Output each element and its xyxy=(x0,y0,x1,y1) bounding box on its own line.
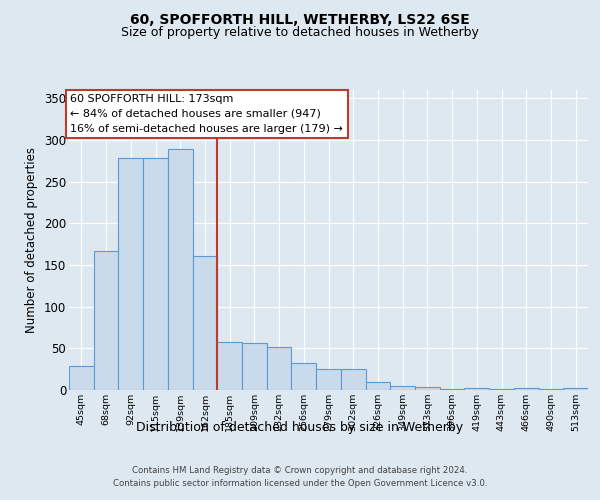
Bar xyxy=(316,369,341,390)
Bar xyxy=(242,342,267,390)
Bar xyxy=(539,389,563,390)
Text: Distribution of detached houses by size in Wetherby: Distribution of detached houses by size … xyxy=(136,421,464,434)
Bar xyxy=(563,388,588,390)
Bar xyxy=(415,386,440,390)
Bar xyxy=(365,382,390,390)
Bar xyxy=(514,388,539,390)
Bar xyxy=(69,366,94,390)
Text: Contains HM Land Registry data © Crown copyright and database right 2024.
Contai: Contains HM Land Registry data © Crown c… xyxy=(113,466,487,487)
Bar xyxy=(118,158,143,390)
Bar xyxy=(464,388,489,390)
Bar xyxy=(292,362,316,390)
Bar xyxy=(341,369,365,390)
Y-axis label: Number of detached properties: Number of detached properties xyxy=(25,147,38,333)
Bar xyxy=(267,346,292,390)
Bar xyxy=(440,389,464,390)
Bar xyxy=(217,342,242,390)
Bar xyxy=(193,256,217,390)
Bar xyxy=(94,251,118,390)
Text: Size of property relative to detached houses in Wetherby: Size of property relative to detached ho… xyxy=(121,26,479,39)
Bar xyxy=(168,149,193,390)
Bar xyxy=(489,389,514,390)
Text: 60, SPOFFORTH HILL, WETHERBY, LS22 6SE: 60, SPOFFORTH HILL, WETHERBY, LS22 6SE xyxy=(130,12,470,26)
Text: 60 SPOFFORTH HILL: 173sqm
← 84% of detached houses are smaller (947)
16% of semi: 60 SPOFFORTH HILL: 173sqm ← 84% of detac… xyxy=(70,94,343,134)
Bar xyxy=(390,386,415,390)
Bar xyxy=(143,158,168,390)
